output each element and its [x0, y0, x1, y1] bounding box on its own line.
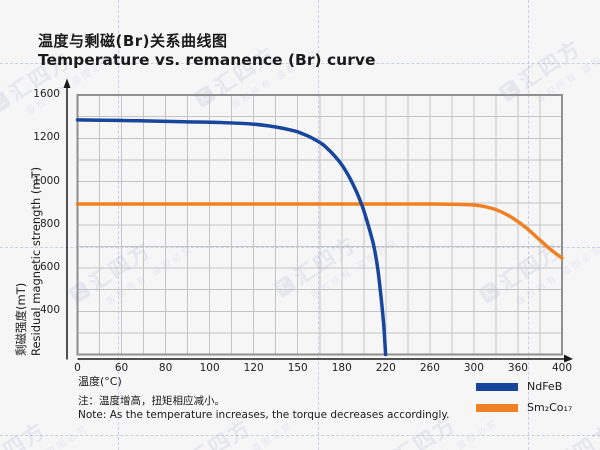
axis-lines: [66, 86, 565, 360]
y-tick-label: 800: [39, 217, 60, 230]
chart-legend: NdFeB Sm₂Co₁₇: [476, 380, 572, 422]
y-tick-label: 1600: [33, 88, 60, 100]
ndfeb-curve: [75, 118, 388, 357]
grid-lines: [77, 94, 563, 355]
y-tick-label: 600: [39, 261, 60, 273]
chart-plot-svg: [63, 78, 573, 363]
x-tick-label: 100: [199, 362, 220, 374]
y-axis-title-zh: 剩磁强度(mT): [14, 282, 28, 356]
legend-swatch-sm2co17: [476, 403, 518, 412]
x-tick-label: 60: [114, 362, 129, 374]
page-title-zh: 温度与剩磁(Br)关系曲线图: [38, 32, 228, 50]
x-tick-label: 400: [551, 362, 573, 374]
x-tick-label: 260: [419, 362, 440, 374]
y-tick-label: 1000: [33, 174, 60, 187]
x-tick-label: 360: [507, 362, 528, 374]
legend-swatch-ndfeb: [476, 382, 518, 391]
x-tick-label: 300: [463, 362, 484, 374]
x-axis-title: 温度(°C): [78, 375, 122, 388]
x-tick-label: 220: [375, 362, 396, 374]
x-tick-label: 120: [243, 362, 264, 374]
legend-label-sm2co17: Sm₂Co₁₇: [527, 401, 573, 414]
sm2co17-curve: [75, 202, 564, 260]
y-axis-arrow: [63, 78, 71, 88]
footnote: 注：温度增高，扭矩相应减小。 Note: As the temperature …: [78, 394, 449, 422]
y-tick-label: 400: [39, 304, 60, 317]
x-axis-arrow: [564, 354, 573, 363]
plot-border: [76, 94, 563, 356]
x-tick-label: 150: [287, 362, 308, 374]
legend-label-ndfeb: NdFeB: [527, 380, 563, 393]
x-tick-label: 0: [74, 362, 81, 374]
page-title-en: Temperature vs. remanence (Br) curve: [38, 51, 376, 69]
y-tick-label: 1200: [33, 131, 60, 144]
footnote-en: Note: As the temperature increases, the …: [78, 409, 450, 421]
x-tick-label: 180: [331, 362, 352, 374]
legend-item-sm2co17: Sm₂Co₁₇: [476, 401, 572, 414]
x-tick-label: 80: [158, 362, 173, 374]
footnote-zh: 注：温度增高，扭矩相应减小。: [78, 395, 225, 407]
legend-item-ndfeb: NdFeB: [476, 380, 572, 393]
